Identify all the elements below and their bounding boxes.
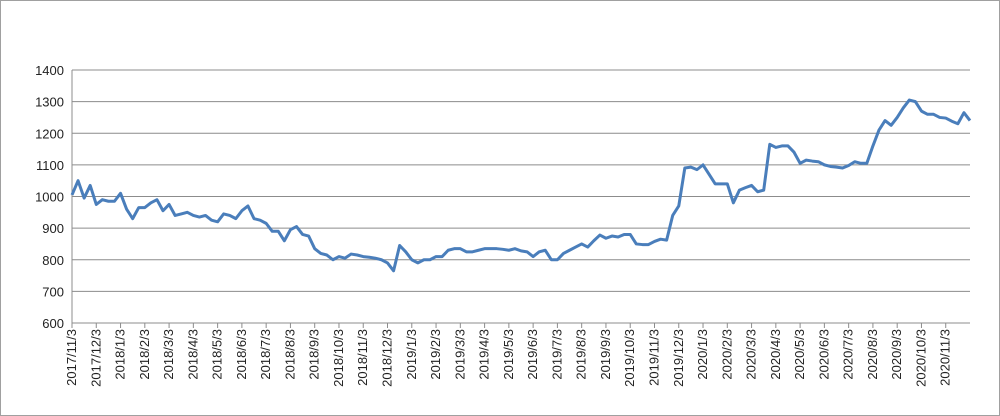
x-tick-label: 2018/8/3 xyxy=(282,329,297,380)
x-tick-label: 2020/2/3 xyxy=(719,329,734,380)
x-tick-label: 2020/3/3 xyxy=(744,329,759,380)
x-tick-label: 2018/6/3 xyxy=(234,329,249,380)
y-tick-label: 700 xyxy=(42,284,64,299)
y-tick-label: 1400 xyxy=(35,63,64,78)
x-tick-label: 2019/9/3 xyxy=(598,329,613,380)
x-tick-label: 2019/10/3 xyxy=(622,329,637,387)
y-tick-label: 900 xyxy=(42,221,64,236)
x-tick-label: 2018/1/3 xyxy=(113,329,128,380)
x-tick-label: 2019/7/3 xyxy=(549,329,564,380)
x-tick-label: 2019/8/3 xyxy=(574,329,589,380)
x-tick-label: 2020/8/3 xyxy=(865,329,880,380)
y-tick-label: 1100 xyxy=(36,158,64,173)
x-tick-label: 2019/2/3 xyxy=(428,329,443,380)
x-tick-label: 2020/1/3 xyxy=(695,329,710,380)
x-tick-label: 2019/5/3 xyxy=(501,329,516,380)
x-tick-label: 2018/9/3 xyxy=(307,329,322,380)
x-tick-label: 2018/10/3 xyxy=(331,329,346,387)
x-tick-label: 2019/12/3 xyxy=(671,329,686,387)
x-tick-label: 2018/11/3 xyxy=(355,329,370,386)
x-tick-label: 2019/3/3 xyxy=(452,329,467,380)
x-tick-label: 2017/11/3 xyxy=(64,329,79,386)
x-tick-label: 2018/7/3 xyxy=(258,329,273,380)
x-tick-label: 2020/5/3 xyxy=(792,329,807,380)
x-tick-label: 2020/10/3 xyxy=(913,329,928,387)
y-tick-label: 1200 xyxy=(35,126,64,141)
x-tick-label: 2020/9/3 xyxy=(889,329,904,380)
y-tick-label: 600 xyxy=(42,316,64,331)
x-tick-label: 2020/11/3 xyxy=(938,329,953,386)
x-tick-label: 2019/6/3 xyxy=(525,329,540,380)
x-tick-label: 2017/12/3 xyxy=(88,329,103,387)
x-tick-label: 2020/4/3 xyxy=(768,329,783,380)
x-tick-label: 2019/11/3 xyxy=(646,329,661,386)
x-tick-label: 2018/5/3 xyxy=(210,329,225,380)
line-series xyxy=(70,98,972,273)
x-tick-label: 2018/2/3 xyxy=(137,329,152,380)
y-tick-label: 1300 xyxy=(35,95,64,110)
y-tick-label: 800 xyxy=(42,253,64,268)
x-tick-label: 2020/7/3 xyxy=(841,329,856,380)
x-tick-label: 2019/4/3 xyxy=(477,329,492,380)
y-tick-label: 1000 xyxy=(35,190,64,205)
x-tick-label: 2020/6/3 xyxy=(816,329,831,380)
x-tick-label: 2019/1/3 xyxy=(404,329,419,380)
x-tick-label: 2018/12/3 xyxy=(380,329,395,387)
x-tick-label: 2018/3/3 xyxy=(161,329,176,380)
x-tick-label: 2018/4/3 xyxy=(185,329,200,380)
